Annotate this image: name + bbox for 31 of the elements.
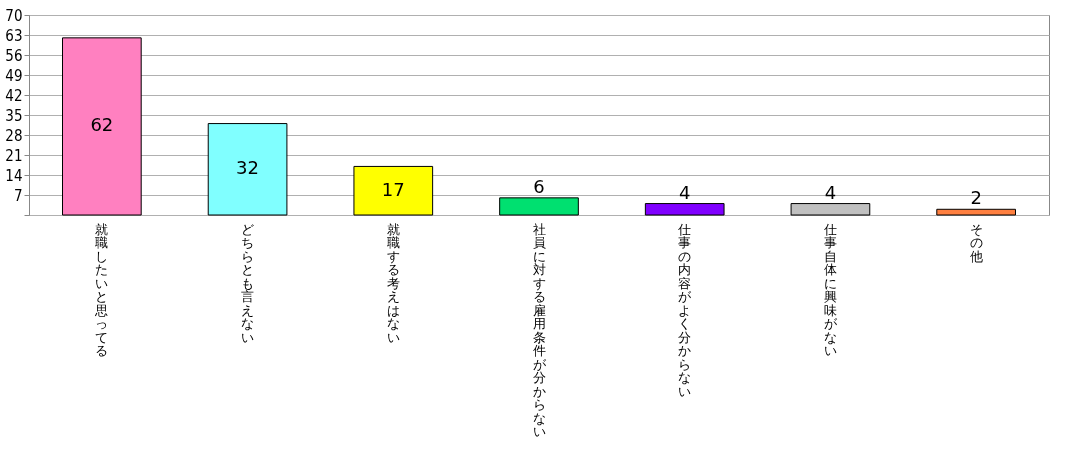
data-label: 6 bbox=[533, 175, 545, 197]
y-tick-label: 70 bbox=[5, 6, 23, 25]
category-label: 仕事自体に興味がない bbox=[823, 221, 837, 358]
data-label: 4 bbox=[824, 181, 837, 203]
data-label: 62 bbox=[90, 114, 114, 136]
y-tick-label: 49 bbox=[5, 66, 23, 85]
bar bbox=[62, 37, 142, 216]
y-tick-label: 21 bbox=[5, 146, 23, 165]
bar bbox=[207, 123, 288, 216]
category-label: どちらとも言えない bbox=[241, 221, 255, 345]
y-tick-label: 7 bbox=[13, 186, 23, 205]
bar bbox=[644, 203, 725, 216]
category-label: 就職したいと思ってる bbox=[95, 221, 109, 358]
y-tick-label: 56 bbox=[5, 46, 23, 65]
x-tick-label: その他 bbox=[969, 221, 983, 264]
data-label: 32 bbox=[236, 157, 260, 179]
y-tick-label: 14 bbox=[5, 166, 23, 185]
y-tick-label: 42 bbox=[5, 86, 23, 105]
category-label: 仕事の内容がよく分からない bbox=[678, 221, 692, 399]
data-label: 17 bbox=[381, 178, 405, 200]
data-label: 4 bbox=[678, 181, 691, 203]
y-tick-label: 35 bbox=[5, 106, 23, 125]
category-label: 社員に対する雇用条件が分からない bbox=[532, 221, 546, 439]
y-tick-label: 63 bbox=[5, 26, 23, 45]
bar bbox=[499, 197, 579, 216]
category-label: 就職する考えはない bbox=[386, 221, 400, 345]
data-label: 2 bbox=[970, 187, 982, 209]
bar bbox=[936, 208, 1016, 216]
y-tick-label: 28 bbox=[5, 126, 23, 145]
bar bbox=[353, 165, 434, 216]
bar bbox=[790, 203, 871, 216]
